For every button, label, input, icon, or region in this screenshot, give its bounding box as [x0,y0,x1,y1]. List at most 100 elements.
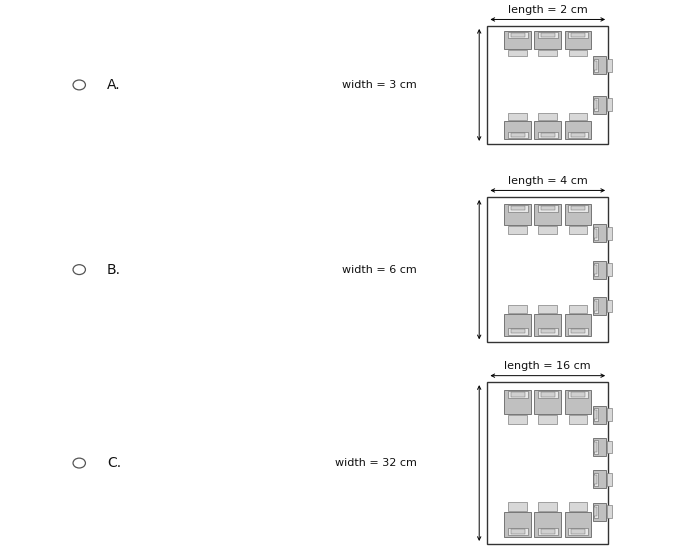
Bar [508,226,527,235]
Text: width = 32 cm: width = 32 cm [335,458,417,468]
Bar [508,113,527,120]
Bar [595,442,597,452]
Text: length = 4 cm: length = 4 cm [508,176,588,186]
Bar [565,512,591,536]
Bar [504,512,531,536]
Bar [508,50,527,56]
Bar [535,314,561,336]
Bar [593,224,606,242]
Text: width = 3 cm: width = 3 cm [342,80,417,90]
Bar [535,512,561,536]
Bar [593,470,606,488]
Bar [504,314,531,336]
Bar [594,472,598,486]
Bar [595,229,597,238]
Bar [539,502,557,511]
Bar [568,305,587,313]
Bar [538,204,557,212]
Bar [607,505,612,518]
Bar [565,121,591,139]
Bar [565,31,591,49]
Bar [593,95,606,113]
Bar [595,410,597,419]
Bar [508,391,528,398]
Bar [504,203,531,225]
Bar [594,299,598,313]
Bar [535,31,561,49]
Bar [607,408,612,421]
Bar [595,475,597,484]
Bar [571,33,585,37]
Bar [535,390,561,414]
Bar [568,113,587,120]
Text: length = 2 cm: length = 2 cm [508,5,588,15]
Bar [593,297,606,315]
Bar [568,528,588,535]
Bar [535,203,561,225]
Bar [607,264,612,276]
Bar [568,50,587,56]
Bar [511,133,524,136]
Bar [568,204,588,212]
Bar [593,438,606,456]
Bar [594,440,598,454]
Bar [504,31,531,49]
Bar [607,59,612,72]
Bar [508,305,527,313]
Bar [539,305,557,313]
Bar [541,133,555,136]
Bar [595,301,597,311]
Bar [568,328,588,335]
Bar [508,502,527,511]
Bar [541,33,555,37]
Bar [488,26,608,144]
Bar [538,328,557,335]
Bar [538,132,557,138]
Bar [541,329,555,333]
Bar [539,226,557,235]
Bar [538,32,557,38]
Bar [607,227,612,239]
Bar [511,33,524,37]
Text: A.: A. [107,78,121,92]
Bar [539,113,557,120]
Bar [541,206,555,210]
Bar [571,329,585,333]
Bar [504,390,531,414]
Bar [568,132,588,138]
Bar [511,329,524,333]
Bar [508,328,528,335]
Bar [595,265,597,275]
Bar [607,441,612,453]
Bar [593,56,606,75]
Text: length = 16 cm: length = 16 cm [504,361,591,372]
Bar [504,121,531,139]
Bar [538,391,557,398]
Bar [508,32,528,38]
Bar [488,197,608,342]
Bar [508,415,527,424]
Bar [488,383,608,544]
Bar [594,59,598,72]
Bar [594,98,598,111]
Bar [565,390,591,414]
Bar [595,507,597,516]
Bar [593,261,606,278]
Bar [539,50,557,56]
Bar [594,263,598,276]
Text: width = 6 cm: width = 6 cm [342,265,417,275]
Bar [539,415,557,424]
Text: C.: C. [107,456,121,470]
Bar [535,121,561,139]
Bar [511,529,524,534]
Bar [593,406,606,424]
Bar [594,408,598,421]
Bar [607,300,612,312]
Bar [571,529,585,534]
Bar [595,100,597,109]
Bar [571,133,585,136]
Bar [568,226,587,235]
Bar [565,203,591,225]
Bar [607,473,612,486]
Bar [571,392,585,397]
